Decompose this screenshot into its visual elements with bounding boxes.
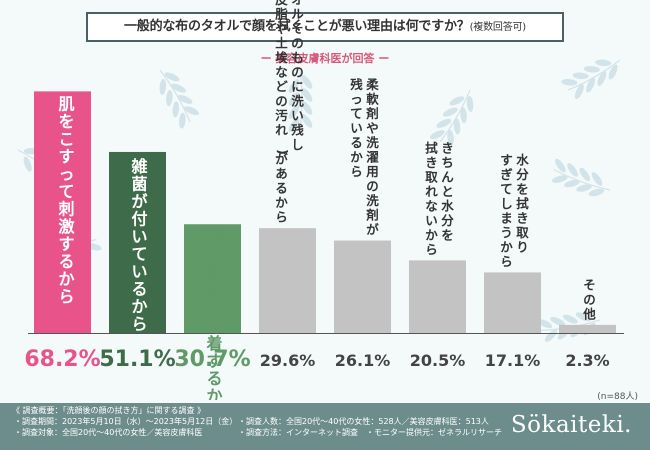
category-label: (皮脂や土埃などの汚れ)があるから xyxy=(274,0,290,225)
bar xyxy=(259,228,316,333)
category-label: 柔軟剤や洗濯用の洗剤が xyxy=(365,77,379,237)
category-label: タオルそのものに洗い残し xyxy=(291,0,304,152)
bar-chart: 肌をこすって刺激するから 68.2% 雑菌が付いているから 51.1% 顔に繊維が付着す… xyxy=(24,0,624,400)
category-label: 水分を拭き取り xyxy=(516,152,529,254)
category-label: 拭き取れないから xyxy=(425,140,438,257)
category-label: その他 xyxy=(582,277,596,321)
category-label: すぎてしまうから xyxy=(500,152,513,269)
survey-target: ・調査対象：全国20代〜40代の女性／美容皮膚科医 xyxy=(14,428,203,437)
category-label: 顔に繊維が付着するから xyxy=(205,229,223,400)
brand-logo: Sökaiteki. xyxy=(510,412,632,438)
leaf-sprig xyxy=(288,69,313,132)
bar xyxy=(109,151,166,333)
category-label: 肌をこすって刺激するから xyxy=(57,94,74,306)
title-suffix: (複数回答可) xyxy=(469,22,527,33)
survey-count: ・調査人数：全国20代〜40代の女性：528人／美容皮膚科医：513人 xyxy=(238,417,489,426)
leaf-sprig xyxy=(561,59,621,99)
value-label: 68.2% xyxy=(24,347,100,372)
title-main: 一般的な布のタオルで顔を拭くことが悪い理由は何ですか？ xyxy=(123,19,470,34)
value-label: 26.1% xyxy=(335,351,391,370)
chart-subtitle: ー 美容皮膚科医が回答 ー xyxy=(260,52,390,65)
category-label: 残っているから xyxy=(350,77,363,179)
leaf-sprig xyxy=(551,158,611,197)
value-label: 51.1% xyxy=(99,347,175,372)
bar xyxy=(484,272,541,333)
chart-title: 一般的な布のタオルで顔を拭くことが悪い理由は何ですか？(複数回答可) xyxy=(86,12,564,42)
bar xyxy=(559,324,616,333)
survey-period: ・調査期間：2023年5月10日（水）〜2023年5月12日（金） xyxy=(14,417,238,426)
value-label: 20.5% xyxy=(410,351,466,370)
survey-method: ・調査方法：インターネット調査 ・モニター提供元：ゼネラルリサーチ xyxy=(238,428,502,437)
category-label: 雑菌が付いているから xyxy=(130,157,147,333)
leaf-sprig xyxy=(429,89,474,146)
bar xyxy=(184,224,241,333)
category-label: きちんと水分を xyxy=(441,140,454,242)
survey-overview: 《 調査概要：「洗顔後の顔の拭き方」に関する調査 》 xyxy=(12,406,206,415)
value-label: 29.6% xyxy=(260,351,316,370)
value-label: 17.1% xyxy=(485,351,541,370)
sample-size-note: (n=88人) xyxy=(597,392,638,402)
leaf-sprig xyxy=(159,69,199,129)
value-label: 30.7% xyxy=(174,347,250,372)
bar xyxy=(409,260,466,333)
footer: 《 調査概要：「洗顔後の顔の拭き方」に関する調査 》 ・調査期間：2023年5月… xyxy=(0,403,650,450)
value-label: 2.3% xyxy=(565,351,609,370)
bar xyxy=(34,91,91,334)
bar xyxy=(334,240,391,333)
